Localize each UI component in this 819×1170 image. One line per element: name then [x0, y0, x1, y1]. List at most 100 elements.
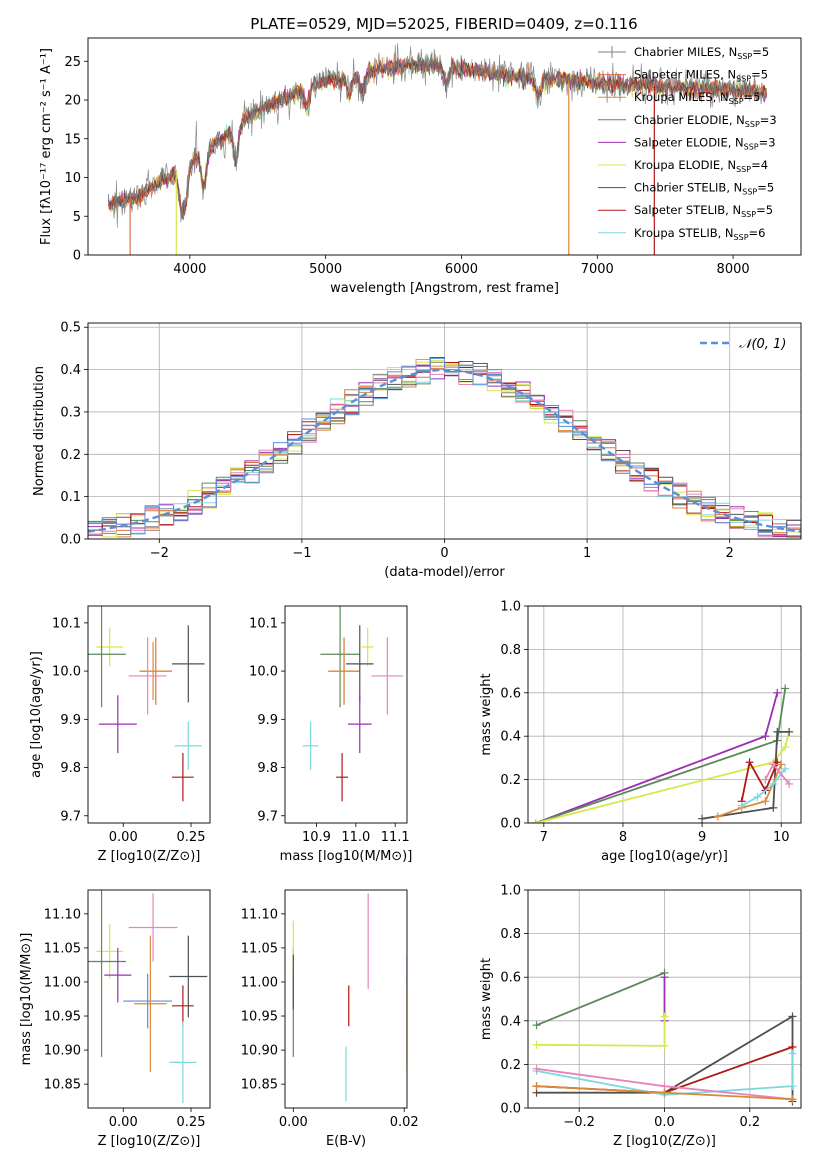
- axes-frame: [87, 605, 211, 824]
- spectrum-panel: 4000 5000 6000 7000 8000 0 5 10 15 20 25 wavelength…: [39, 37, 802, 296]
- y-tick-label: 10.90: [44, 1044, 81, 1059]
- x-axis-label: E(B-V): [326, 1134, 366, 1149]
- x-tick-label: 0: [440, 546, 448, 561]
- y-tick-label: 10.95: [44, 1010, 81, 1025]
- y-tick-label: 0.4: [60, 363, 81, 378]
- x-tick-label: 0.0: [654, 1115, 675, 1130]
- y-tick-label: 0.3: [60, 405, 81, 420]
- y-tick-label: 10.85: [241, 1078, 278, 1093]
- y-tick-label: 0.6: [500, 686, 521, 701]
- x-tick-label: 10.9: [302, 830, 331, 845]
- axes-frame: [87, 322, 802, 540]
- weight-series: [741, 768, 786, 807]
- errorbars: [88, 890, 208, 1104]
- x-tick-label: 0.02: [390, 1115, 419, 1130]
- weight-lines: [532, 968, 797, 1106]
- y-axis-label: age [log10(age/yr)]: [29, 651, 44, 778]
- legend-label: Salpeter ELODIE, NSSP=3: [634, 135, 776, 151]
- x-tick-label: 0.00: [279, 1115, 308, 1130]
- y-tick-label: 20: [64, 94, 81, 109]
- y-axis-label: mass weight: [479, 673, 494, 755]
- weight-vs-z-panel: −0.2 0.0 0.2 0.0 0.2 0.4 0.6 0.8 1.0 Z [log10(Z/Z…: [479, 884, 802, 1149]
- spectrum-line: [108, 43, 768, 228]
- legend-label: Chabrier STELIB, NSSP=5: [634, 181, 774, 197]
- y-tick-label: 11.10: [44, 907, 81, 922]
- residual-histogram: [88, 357, 801, 537]
- x-tick-label: 6000: [445, 262, 478, 277]
- residuals-panel: −2 −1 0 1 2 0.0 0.1 0.2 0.3 0.4 0.5 (data-model)/er…: [32, 321, 802, 580]
- legend-label: Chabrier ELODIE, NSSP=3: [634, 113, 777, 129]
- normal-curve: [88, 368, 801, 533]
- y-tick-label: 25: [64, 55, 81, 70]
- y-tick-label: 0.6: [500, 971, 521, 986]
- y-tick-label: 10.1: [52, 616, 81, 631]
- y-tick-label: 0.2: [500, 773, 521, 788]
- x-tick-label: 7000: [581, 262, 614, 277]
- x-axis-label: (data-model)/error: [384, 565, 505, 580]
- y-tick-label: 11.05: [241, 941, 278, 956]
- mass-vs-z-panel: 0.00 0.25 10.85 10.90 10.95 11.00 11.05 11.10 Z …: [19, 889, 211, 1149]
- y-tick-label: 0.8: [500, 927, 521, 942]
- x-axis-label: Z [log10(Z/Z⊙)]: [98, 849, 201, 864]
- axes-frame: [87, 889, 211, 1109]
- legend-label: Kroupa STELIB, NSSP=6: [634, 226, 765, 242]
- weight-series: [701, 731, 790, 820]
- y-tick-label: 10.1: [249, 616, 278, 631]
- weight-series: [536, 1053, 794, 1096]
- axes-frame: [284, 605, 408, 824]
- x-tick-label: 11.1: [381, 830, 410, 845]
- y-tick-label: 0.2: [60, 448, 81, 463]
- page-title: PLATE=0529, MJD=52025, FIBERID=0409, z=0…: [250, 15, 637, 33]
- axes-frame: [87, 37, 802, 256]
- y-tick-label: 9.9: [60, 713, 81, 728]
- x-tick-label: −0.2: [563, 1115, 595, 1130]
- x-tick-label: 0.2: [739, 1115, 760, 1130]
- y-tick-label: 5: [73, 210, 81, 225]
- x-tick-label: 8000: [717, 262, 750, 277]
- legend-label: 𝒩(0, 1): [739, 337, 786, 352]
- axes-frame: [284, 889, 408, 1109]
- weight-series: [740, 759, 779, 802]
- x-axis-label: mass [log10(M/M⊙)]: [280, 849, 413, 864]
- x-axis-label: age [log10(age/yr)]: [601, 849, 728, 864]
- errorbars: [292, 893, 407, 1102]
- errorbars: [88, 606, 205, 802]
- x-tick-label: 0.25: [177, 1115, 206, 1130]
- axes-frame: [527, 889, 802, 1109]
- age-vs-z-panel: 0.00 0.25 9.7 9.8 9.9 10.0 10.1 Z [log10(Z/Z⊙)]…: [29, 605, 211, 864]
- x-tick-label: 2: [726, 546, 734, 561]
- x-tick-label: 1: [583, 546, 591, 561]
- legend-label: Kroupa MILES, NSSP=5: [634, 90, 760, 106]
- y-tick-label: 0.2: [500, 1058, 521, 1073]
- y-tick-label: 0: [73, 249, 81, 264]
- x-tick-label: −1: [292, 546, 311, 561]
- x-tick-label: 7: [540, 830, 548, 845]
- y-tick-label: 11.05: [44, 941, 81, 956]
- spectrum-lines: [108, 43, 768, 255]
- weight-series: [536, 971, 665, 1027]
- y-tick-label: 11.00: [241, 975, 278, 990]
- x-tick-label: −2: [150, 546, 169, 561]
- errorbars: [302, 606, 404, 802]
- legend-label: Kroupa ELODIE, NSSP=4: [634, 158, 768, 174]
- weight-lines: [531, 684, 794, 823]
- y-tick-label: 9.7: [60, 809, 81, 824]
- y-axis-label: mass weight: [479, 958, 494, 1040]
- y-tick-label: 0.0: [500, 1102, 521, 1117]
- y-tick-label: 1.0: [500, 884, 521, 899]
- x-tick-label: 11.0: [341, 830, 370, 845]
- y-tick-label: 11.00: [44, 975, 81, 990]
- y-tick-label: 0.0: [60, 533, 81, 548]
- y-tick-label: 11.10: [241, 907, 278, 922]
- y-tick-label: 10.85: [44, 1078, 81, 1093]
- y-tick-label: 1.0: [500, 600, 521, 615]
- y-tick-label: 9.8: [60, 761, 81, 776]
- x-axis-label: wavelength [Angstrom, rest frame]: [330, 281, 559, 296]
- y-tick-label: 10.0: [249, 665, 278, 680]
- weight-vs-age-panel: 7 8 9 10 0.0 0.2 0.4 0.6 0.8 1.0 age [log10(age/yr…: [479, 600, 802, 864]
- y-tick-label: 0.1: [60, 490, 81, 505]
- x-tick-label: 10: [773, 830, 790, 845]
- y-axis-label: Flux [fλ10⁻¹⁷ erg cm⁻² s⁻¹ A⁻¹]: [39, 48, 54, 245]
- y-tick-label: 10.0: [52, 665, 81, 680]
